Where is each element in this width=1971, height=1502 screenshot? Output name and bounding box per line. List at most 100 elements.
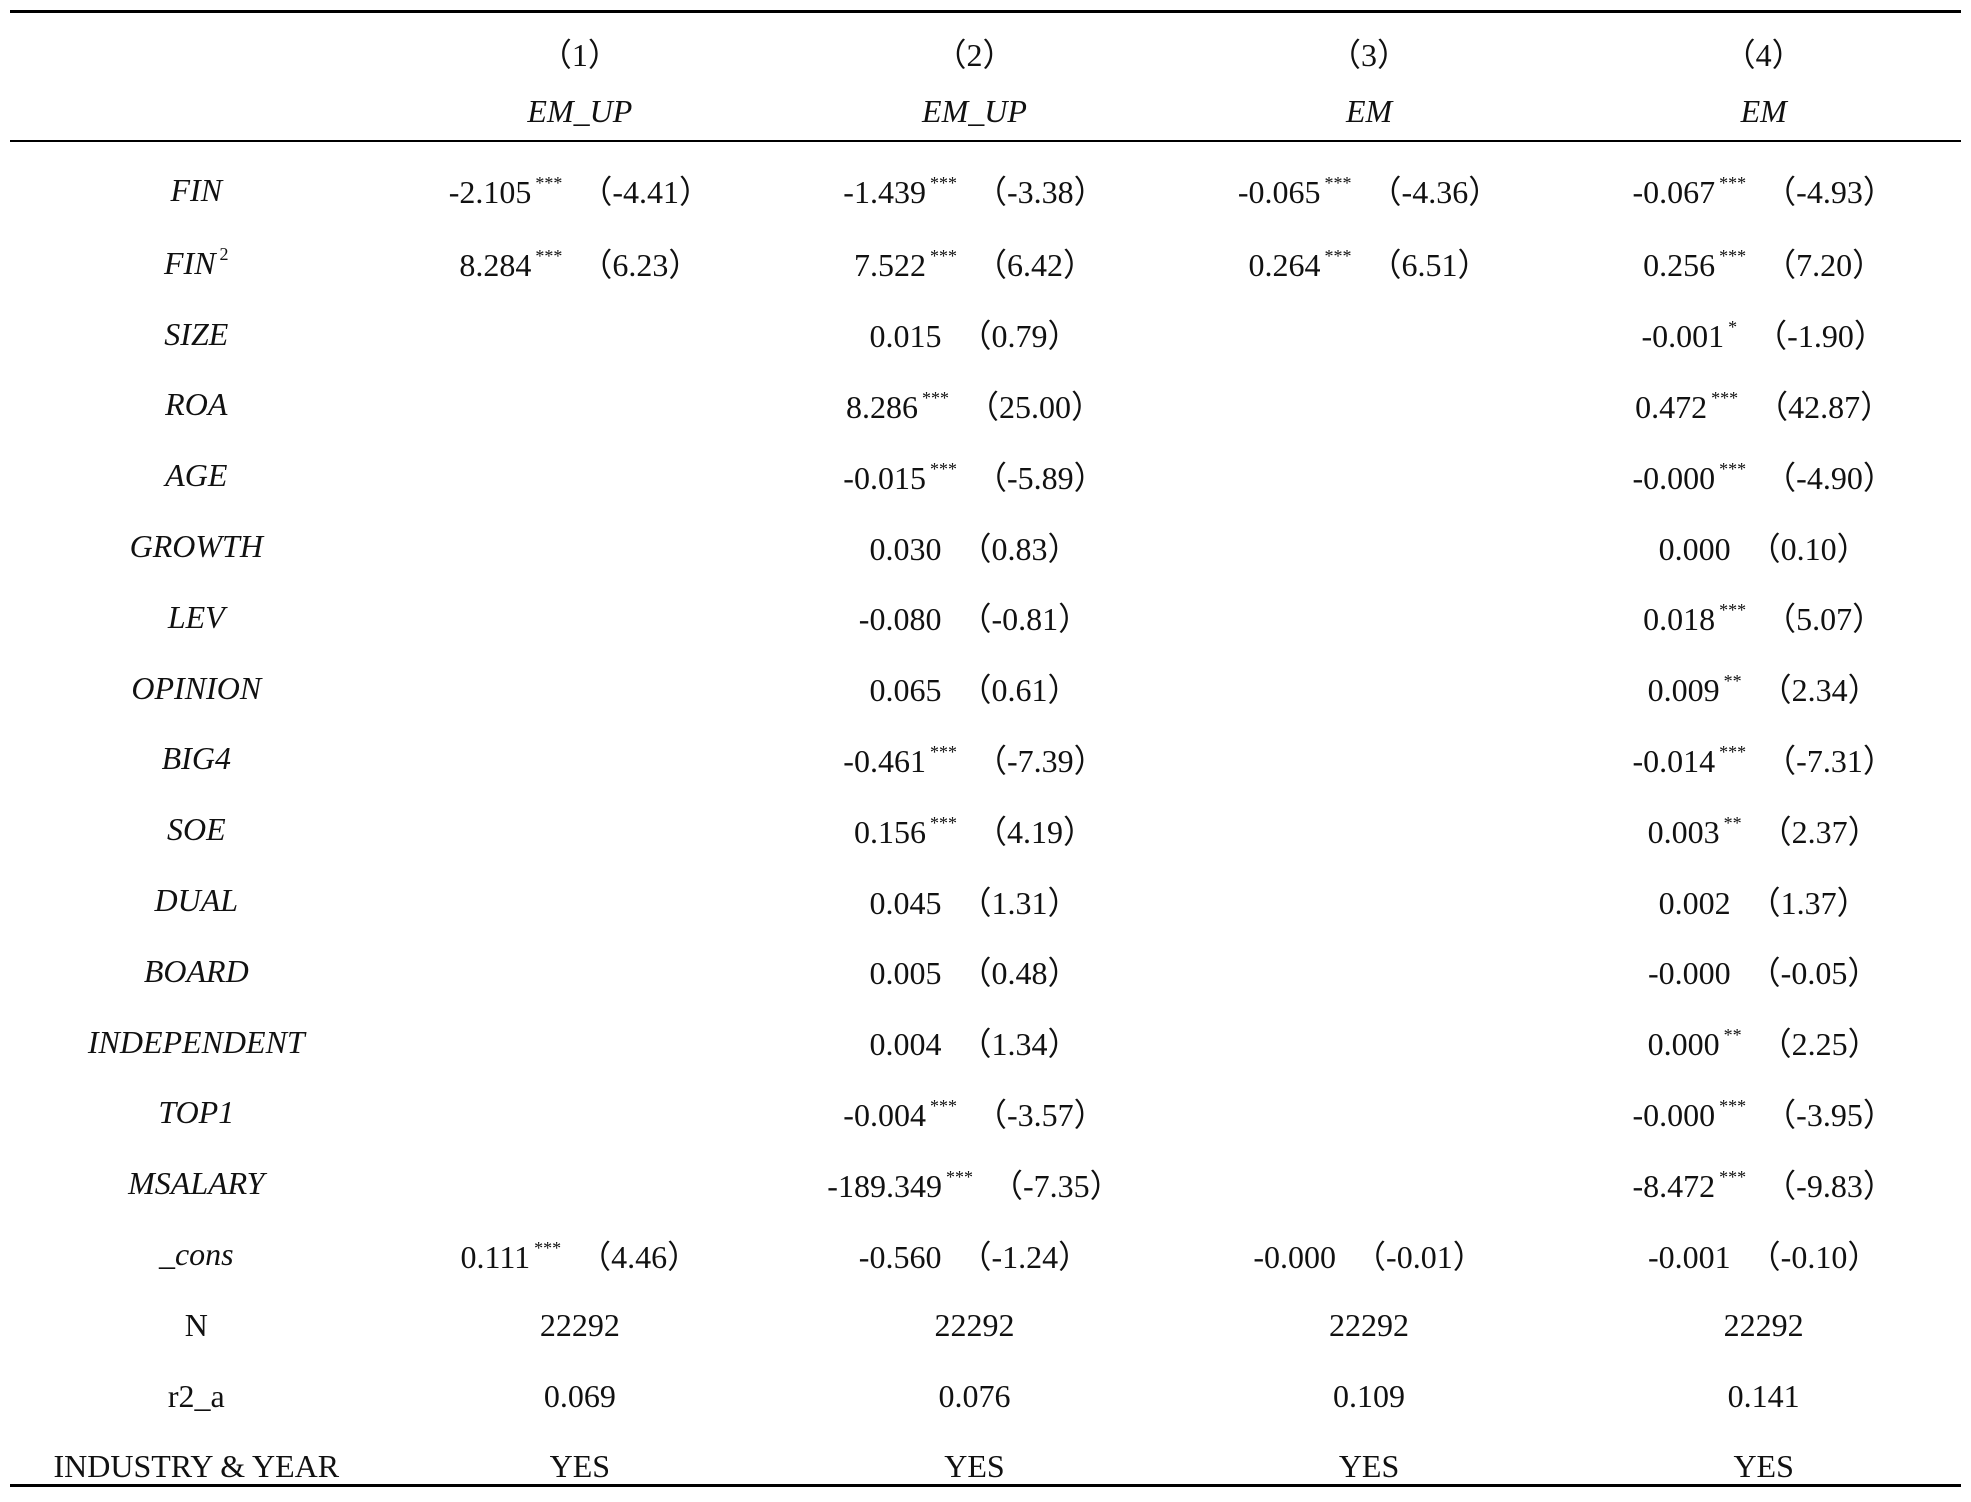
coefficient-cell: 0.156 *** （4.19） (777, 794, 1172, 865)
t-statistic: （6.42） (974, 247, 1095, 284)
coefficient-cell (1172, 511, 1567, 582)
coefficient-cell: 22292 (383, 1290, 778, 1361)
variable-name: DUAL (154, 882, 239, 919)
table-row: INDEPENDENT 0.004 （1.34） 0.000 ** （2.25） (10, 1007, 1961, 1078)
coefficient-cell: -0.065 *** （-4.36） (1172, 152, 1567, 228)
coefficient-cell (1172, 724, 1567, 795)
significance-stars: *** (945, 1166, 973, 1187)
variable-name: LEV (167, 598, 225, 635)
variable-name-cell: DUAL (10, 865, 383, 936)
significance-stars: *** (929, 812, 957, 833)
coefficient-value: -0.000 (1648, 955, 1731, 992)
variable-name-cell: N (10, 1290, 383, 1361)
table-row: LEV -0.080 （-0.81） 0.018 *** （5.07） (10, 582, 1961, 653)
coefficient-value: 0.472 (1635, 388, 1708, 425)
coefficient-cell: -0.001 （-0.10） (1566, 1219, 1961, 1290)
regression-table-page: （1） （2） （3） （4） EM_UP EM_UP EM EM FIN -2.… (10, 0, 1961, 1497)
table-row: r2_a 0.069 0.076 0.109 0.141 (10, 1361, 1961, 1432)
coefficient-value: 0.141 (1727, 1377, 1800, 1414)
table-row: FIN 2 8.284 *** （6.23） 7.522 *** （6.42） 0.264 ***… (10, 228, 1961, 299)
t-statistic: （-5.89） (974, 459, 1106, 496)
t-statistic: （-4.93） (1764, 174, 1895, 210)
significance-stars: *** (1711, 387, 1739, 408)
coefficient-cell: -2.105 *** （-4.41） (383, 152, 778, 228)
coefficient-value: 0.065 (869, 672, 942, 709)
column-dependent-variable: EM_UP (922, 92, 1027, 129)
coefficient-cell: YES (777, 1432, 1172, 1502)
coefficient-cell (383, 1007, 778, 1078)
significance-stars: *** (929, 741, 957, 762)
significance-stars: *** (1719, 1166, 1747, 1187)
coefficient-value: -0.001 (1648, 1238, 1731, 1275)
coefficient-cell: 22292 (777, 1290, 1172, 1361)
table-row: FIN -2.105 *** （-4.41） -1.439 *** （-3.38） -0.06… (10, 152, 1961, 228)
significance-stars: *** (1719, 458, 1747, 479)
t-statistic: （1.31） (959, 884, 1080, 921)
coefficient-cell (1172, 1007, 1567, 1078)
variable-name: OPINION (131, 669, 262, 706)
column-dependent-variable: EM (1740, 92, 1787, 129)
coefficient-value: 0.111 (460, 1238, 531, 1275)
t-statistic: （-3.57） (974, 1096, 1106, 1133)
column-dependent-variable: EM_UP (527, 92, 633, 129)
coefficient-value: 0.003 (1647, 813, 1720, 850)
coefficient-cell (383, 865, 778, 936)
table-row: _cons 0.111 *** （4.46） -0.560 （-1.24） -0.000 （-… (10, 1219, 1961, 1290)
coefficient-value: 0.109 (1333, 1377, 1406, 1414)
coefficient-value: YES (944, 1448, 1005, 1485)
variable-name-cell: ROA (10, 370, 383, 441)
variable-name: TOP1 (158, 1094, 235, 1131)
coefficient-value: YES (1733, 1448, 1794, 1485)
coefficient-cell: -189.349 *** （-7.35） (777, 1148, 1172, 1219)
coefficient-cell (1172, 794, 1567, 865)
coefficient-cell: 0.069 (383, 1361, 778, 1432)
coefficient-cell (1172, 653, 1567, 724)
significance-stars: *** (1324, 173, 1352, 193)
coefficient-cell: 0.004 （1.34） (777, 1007, 1172, 1078)
coefficient-value: 0.009 (1647, 672, 1720, 709)
coefficient-cell: -1.439 *** （-3.38） (777, 152, 1172, 228)
coefficient-cell (383, 370, 778, 441)
coefficient-cell: 7.522 *** （6.42） (777, 228, 1172, 299)
coefficient-cell: -0.000 *** （-3.95） (1566, 1078, 1961, 1149)
coefficient-cell: -0.000 （-0.05） (1566, 936, 1961, 1007)
variable-name: BIG4 (161, 740, 231, 777)
coefficient-cell (383, 936, 778, 1007)
significance-stars: *** (1719, 246, 1747, 267)
coefficient-value: 0.030 (869, 530, 942, 567)
table-row: ROA 8.286 *** （25.00） 0.472 *** （42.87） (10, 370, 1961, 441)
significance-stars: *** (929, 458, 957, 479)
coefficient-cell: 0.000 ** （2.25） (1566, 1007, 1961, 1078)
coefficient-cell (383, 1078, 778, 1149)
coefficient-cell: 0.111 *** （4.46） (383, 1219, 778, 1290)
t-statistic: （2.34） (1759, 672, 1880, 709)
coefficient-cell (383, 511, 778, 582)
t-statistic: （6.23） (580, 247, 701, 284)
coefficient-cell (383, 299, 778, 370)
coefficient-cell (1172, 582, 1567, 653)
significance-stars: *** (1719, 173, 1747, 193)
coefficient-value: -1.439 (843, 174, 926, 210)
coefficient-cell: -0.080 （-0.81） (777, 582, 1172, 653)
coefficient-value: 0.256 (1643, 247, 1716, 284)
t-statistic: （-9.83） (1764, 1167, 1895, 1204)
coefficient-value: 0.000 (1658, 530, 1731, 567)
coefficient-value: -0.001 (1641, 318, 1725, 355)
t-statistic: （-1.24） (959, 1238, 1091, 1275)
t-statistic: （-0.01） (1354, 1238, 1485, 1275)
significance-stars: *** (534, 1237, 562, 1258)
coefficient-cell: -0.004 *** （-3.57） (777, 1078, 1172, 1149)
coefficient-cell: 22292 (1566, 1290, 1961, 1361)
t-statistic: （2.37） (1759, 813, 1880, 850)
t-statistic: （25.00） (966, 388, 1103, 425)
t-statistic: （0.10） (1748, 530, 1869, 567)
significance-stars: *** (929, 246, 957, 267)
t-statistic: （4.19） (974, 813, 1095, 850)
coefficient-cell: 0.076 (777, 1361, 1172, 1432)
coefficient-cell: -0.014 *** （-7.31） (1566, 724, 1961, 795)
coefficient-value: -2.105 (448, 174, 532, 210)
significance-stars: *** (535, 173, 563, 193)
variable-name: BOARD (143, 952, 249, 989)
table-row: MSALARY -189.349 *** （-7.35） -8.472 *** （-9.83… (10, 1148, 1961, 1219)
table-row: SOE 0.156 *** （4.19） 0.003 ** （2.37） (10, 794, 1961, 865)
